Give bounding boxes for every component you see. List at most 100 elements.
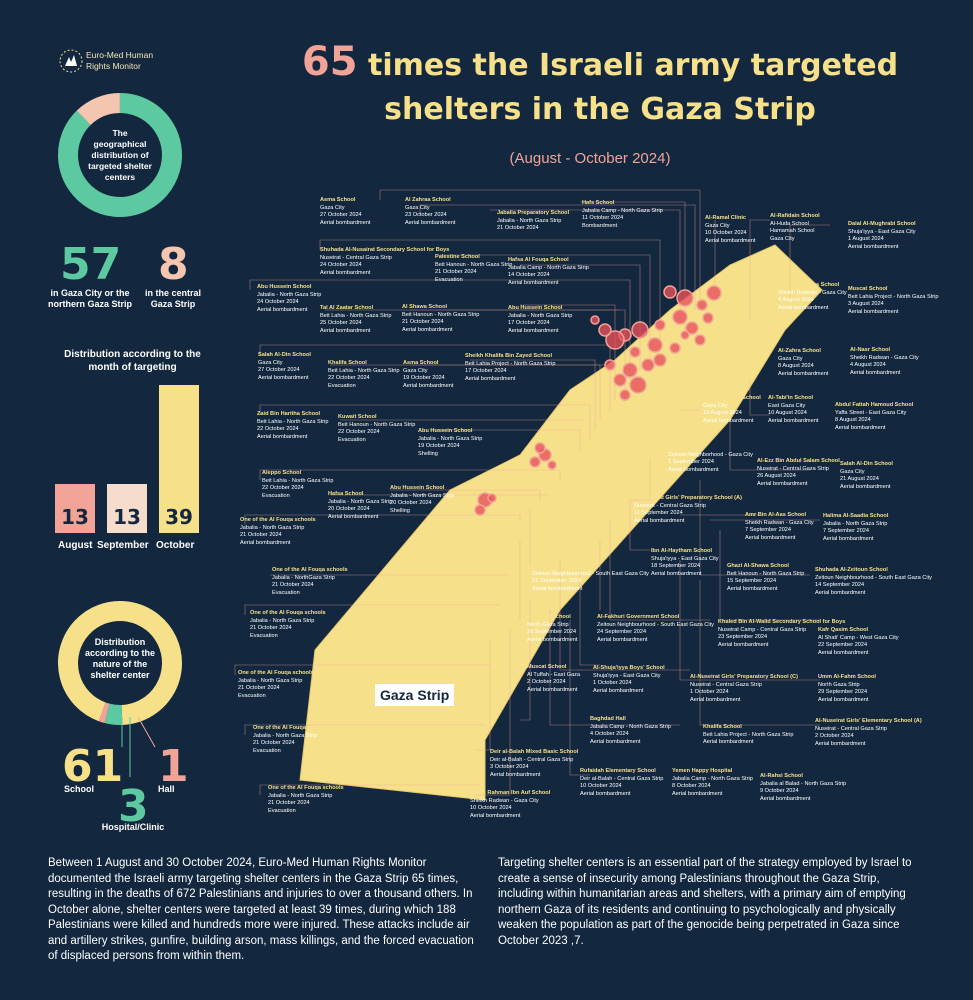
geo-central-label: in the central Gaza Strip [144,288,201,309]
shelter-detail: 10 October 2024 [580,783,622,790]
shelter-card: Khalifa School Beit Lahia - North Gaza St… [328,360,400,390]
strike-marker [547,460,557,470]
shelter-name: Kuwait School [338,414,377,420]
shelter-detail: 21 September 2024 [532,578,582,585]
shelter-detail: Al Tuffah - East Gaza [527,671,581,678]
shelter-card: Abu Hussein School Jabalia - North Gaza S… [390,485,454,515]
paragraph-left: Between 1 August and 30 October 2024, Eu… [48,857,474,962]
shelter-detail: 14 October 2024 [508,272,550,279]
shelter-name: Aleppo School [262,470,302,476]
strike-marker [590,315,600,325]
shelter-detail: Aerial bombardment [672,790,723,797]
shelter-card: Rufaidah Elementary School Deir al-Balah … [580,768,663,798]
shelter-card: Yemen Happy Hospital Jabalia Camp - North… [672,768,753,798]
bar-october: 39 [159,385,199,533]
shelter-card: Al Shawa School Beit Hanoun - North Gaza … [402,304,479,334]
shelter-detail: North Gaza Strip [818,681,860,688]
strike-marker [529,456,541,468]
shelter-detail: Aerial bombardment [593,687,644,694]
geo-donut-label: The geographical distribution of targete… [88,128,152,182]
shelter-card: Ghazi Al-Shawa School Beit Hanoun - North… [727,563,804,593]
geo-slice-central [76,93,121,126]
shelter-name: Safad School [668,444,704,450]
shelter-name: Jabalia Preparatory School [497,210,570,216]
geo-north-label: in Gaza City or the northern Gaza Strip [47,288,132,309]
shelter-card: Kuwait School Beit Hanoun - North Gaza St… [338,414,415,444]
shelter-detail: 21 October 2024 [268,800,310,807]
strike-marker [676,289,694,307]
shelter-card: Asma School Gaza City 19 October 2024 Aeria… [403,360,453,390]
shelter-detail: Aerial bombardment [835,424,886,431]
shelter-detail: Evacuation [238,692,266,699]
shelter-detail: 14 September 2024 [815,582,865,589]
shelter-card: One of the Al Fouqa schools Jabalia - Nor… [268,785,344,815]
shelter-detail: 21 October 2024 [253,740,295,747]
shelter-name: Amr Bin Al-Aas School [745,512,807,518]
shelter-detail: 8 October 2024 [672,783,711,790]
shelter-card: Hafsa Al Fouqa School Jabalia Camp - Nort… [508,257,589,287]
shelter-detail: 23 September 2024 [718,634,768,641]
shelter-detail: Beit Lahia - North Gaza Strip [262,477,334,484]
shelter-name: Al Zahraa School [405,197,451,203]
shelter-detail: 22 October 2024 [328,375,370,382]
shelter-detail: Aerial bombardment [320,269,371,276]
shelter-name: Khaled Bin Al-Walid Secondary School for… [718,619,846,625]
nature-leader-lines [121,716,156,777]
strike-marker [654,319,666,331]
shelter-detail: Sheikh Radwan - Gaza City [470,797,539,804]
shelter-detail: Aerial bombardment [257,306,308,313]
shelter-name: Al-Nasr School [850,347,891,353]
strike-marker [598,323,612,337]
shelter-name: One of the Al Fouqa schools [268,785,344,791]
shelter-detail: 21 October 2024 [250,625,292,632]
shelter-detail: Aerial bombardment [818,696,869,703]
school-value: 61 [62,741,124,792]
shelter-name: Halima Al-Saadia School [823,513,889,519]
shelter-card: One of the Al Fouqa schools Jabalia - Nor… [238,670,314,700]
shelter-detail: Jabalia - North Gaza Strip [823,520,888,527]
shelter-name: Kafr Qasim School [818,627,869,633]
shelter-name: Abu Hussein School [418,428,473,434]
strike-marker [534,442,546,454]
shelter-detail: Aerial bombardment [778,370,829,377]
shelter-detail: Gaza City [403,367,428,374]
strike-marker [706,285,722,301]
shelter-detail: Aerial bombardment [768,417,819,424]
shelter-detail: Sheikh Radwan - Gaza City [778,289,847,296]
shelter-detail: Aerial bombardment [470,812,521,819]
shelter-detail: Bombardment [582,222,618,229]
shelter-detail: Aerial bombardment [240,539,291,546]
shelter-name: Abdul Rahman Ibn Auf School [470,790,551,796]
shelter-name: Shuhada Al-Zeitoun School [815,567,888,573]
month-label-august: August [58,540,93,551]
shelter-detail: Zeitoun Neighborhood - Gaza City [668,451,753,458]
shelter-name: Khalifa School [703,724,742,730]
shelter-card: Hafs School Jabalia Camp - North Gaza Str… [582,200,663,230]
shelter-detail: Beit Hanoun - North Gaza Strip [338,421,416,428]
nature-donut [58,601,182,725]
strike-marker [622,362,638,378]
shelter-detail: Jabalia - North Gaza Strip [418,435,483,442]
logo-line2: Rights Monitor [86,61,141,71]
shelter-name: Al-Nuseirat Girls' Preparatory School (A… [634,495,742,501]
shelter-name: Asma School [403,360,439,366]
shelter-name: One of the Al Fouqa schools [238,670,314,676]
shelter-detail: Jabalia - North Gaza Strip [497,217,562,224]
shelter-detail: 19 October 2024 [403,375,445,382]
shelter-detail: Zeitoun Neighbourhood - South East Gaza … [597,621,714,628]
shelter-name: Al-Fahija School [527,614,571,620]
shelter-detail: 22 October 2024 [338,429,380,436]
shelter-detail: 3 October 2024 [490,764,529,771]
shelter-card: Hafsa School Jabalia - North Gaza Strip 20… [328,491,392,521]
shelter-name: Hafsa School [328,491,364,497]
strike-marker [653,353,667,367]
shelter-detail: Jabalia - North Gaza Strip [253,732,318,739]
shelter-detail: Aerial bombardment [815,740,866,747]
shelter-card: Aleppo School Beit Lahia - North Gaza Str… [262,470,334,500]
strike-marker [685,321,699,335]
shelter-name: Hassan Salama School [778,282,840,288]
shelter-name: Al-Fakhuri Government School [597,614,680,620]
strike-marker [696,299,708,311]
shelter-detail: Aerial bombardment [703,739,754,746]
shelter-detail: 3 August 2024 [848,301,884,308]
